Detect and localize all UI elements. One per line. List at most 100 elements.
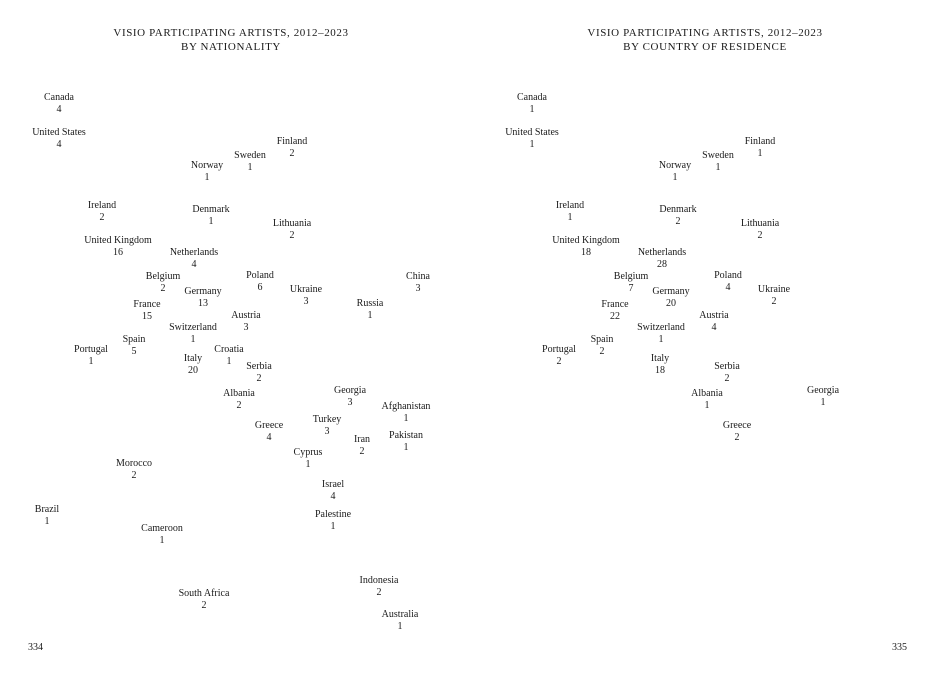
artist-count: 3 [415, 283, 421, 294]
artist-count: 2 [289, 148, 295, 159]
artist-count: 6 [257, 282, 263, 293]
page-title: BY COUNTRY OF RESIDENCE [623, 41, 787, 53]
artist-count: 4 [56, 139, 62, 150]
artist-count: 1 [403, 442, 409, 453]
country-name: Denmark [192, 204, 230, 215]
artist-count: 16 [113, 247, 123, 258]
page-title: VISIO PARTICIPATING ARTISTS, 2012–2023 [587, 27, 823, 39]
country-name: Ukraine [757, 284, 791, 295]
country-name: Norway [658, 160, 692, 171]
country-name: Finland [744, 136, 776, 147]
artist-count: 1 [529, 104, 535, 115]
page-number: 335 [892, 642, 907, 653]
artist-count: 2 [599, 346, 605, 357]
artist-count: 1 [44, 516, 50, 527]
artist-count: 28 [657, 259, 667, 270]
artist-count: 1 [672, 172, 678, 183]
artist-count: 1 [704, 400, 710, 411]
artist-count: 2 [201, 600, 207, 611]
country-name: South Africa [178, 588, 230, 599]
artist-count: 15 [142, 311, 152, 322]
artist-count: 1 [204, 172, 210, 183]
artist-count: 2 [675, 216, 681, 227]
artist-count: 1 [397, 621, 403, 632]
artist-count: 1 [159, 535, 165, 546]
artist-count: 22 [610, 311, 620, 322]
country-name: Spain [122, 334, 146, 345]
artist-count: 2 [724, 373, 730, 384]
country-name: Iran [353, 434, 371, 445]
country-name: Germany [652, 286, 690, 297]
artist-count: 1 [757, 148, 763, 159]
artist-count: 18 [655, 365, 665, 376]
artist-count: 1 [247, 162, 253, 173]
artist-count: 3 [243, 322, 249, 333]
country-name: Austria [699, 310, 729, 321]
country-name: Albania [691, 388, 723, 399]
country-name: Lithuania [272, 218, 312, 229]
country-name: Cameroon [141, 523, 183, 534]
country-name: Pakistan [389, 430, 423, 441]
country-name: France [133, 299, 161, 310]
artist-count: 2 [131, 470, 137, 481]
country-name: Croatia [214, 344, 244, 355]
country-name: Ukraine [289, 284, 323, 295]
country-name: Brazil [34, 504, 60, 515]
page-title: BY NATIONALITY [181, 41, 281, 53]
artist-count: 1 [820, 397, 826, 408]
artist-count: 1 [367, 310, 373, 321]
country-name: Palestine [314, 509, 352, 520]
country-name: Albania [223, 388, 255, 399]
artist-count: 4 [330, 491, 336, 502]
artist-count: 4 [266, 432, 272, 443]
country-name: Afghanistan [381, 401, 431, 412]
artist-count: 13 [198, 298, 208, 309]
artist-count: 1 [658, 334, 664, 345]
artist-count: 1 [88, 356, 94, 367]
artist-count: 3 [324, 426, 330, 437]
country-name: Poland [246, 270, 274, 281]
country-name: United Kingdom [552, 235, 620, 246]
country-name: Greece [254, 420, 284, 431]
artist-count: 18 [581, 247, 591, 258]
country-name: United States [505, 127, 559, 138]
country-name: Georgia [333, 385, 367, 396]
artist-count: 20 [188, 365, 198, 376]
artist-count: 1 [226, 356, 232, 367]
artist-count: 4 [711, 322, 717, 333]
country-name: France [601, 299, 629, 310]
country-name: Ireland [87, 200, 117, 211]
country-name: Austria [231, 310, 261, 321]
country-name: United Kingdom [84, 235, 152, 246]
country-name: Sweden [234, 150, 266, 161]
country-name: Russia [356, 298, 384, 309]
artist-count: 3 [303, 296, 309, 307]
country-name: Georgia [806, 385, 840, 396]
country-name: Norway [190, 160, 224, 171]
country-name: Italy [650, 353, 670, 364]
page-number: 334 [28, 642, 43, 653]
artist-count: 2 [289, 230, 295, 241]
country-name: Portugal [542, 344, 576, 355]
country-name: Serbia [714, 361, 740, 372]
country-name: Netherlands [169, 247, 219, 258]
country-name: Greece [722, 420, 752, 431]
artist-count: 4 [191, 259, 197, 270]
artist-count: 2 [771, 296, 777, 307]
country-name: Switzerland [169, 322, 217, 333]
artist-count: 2 [556, 356, 562, 367]
artist-count: 4 [725, 282, 731, 293]
country-name: Indonesia [359, 575, 399, 586]
artist-count: 20 [666, 298, 676, 309]
artist-count: 7 [628, 283, 634, 294]
country-name: Serbia [246, 361, 272, 372]
artist-count: 2 [757, 230, 763, 241]
artist-count: 5 [131, 346, 137, 357]
artist-count: 1 [403, 413, 409, 424]
artist-count: 1 [715, 162, 721, 173]
artist-count: 1 [567, 212, 573, 223]
artist-count: 1 [529, 139, 535, 150]
artist-count: 2 [99, 212, 105, 223]
page-title: VISIO PARTICIPATING ARTISTS, 2012–2023 [113, 27, 349, 39]
